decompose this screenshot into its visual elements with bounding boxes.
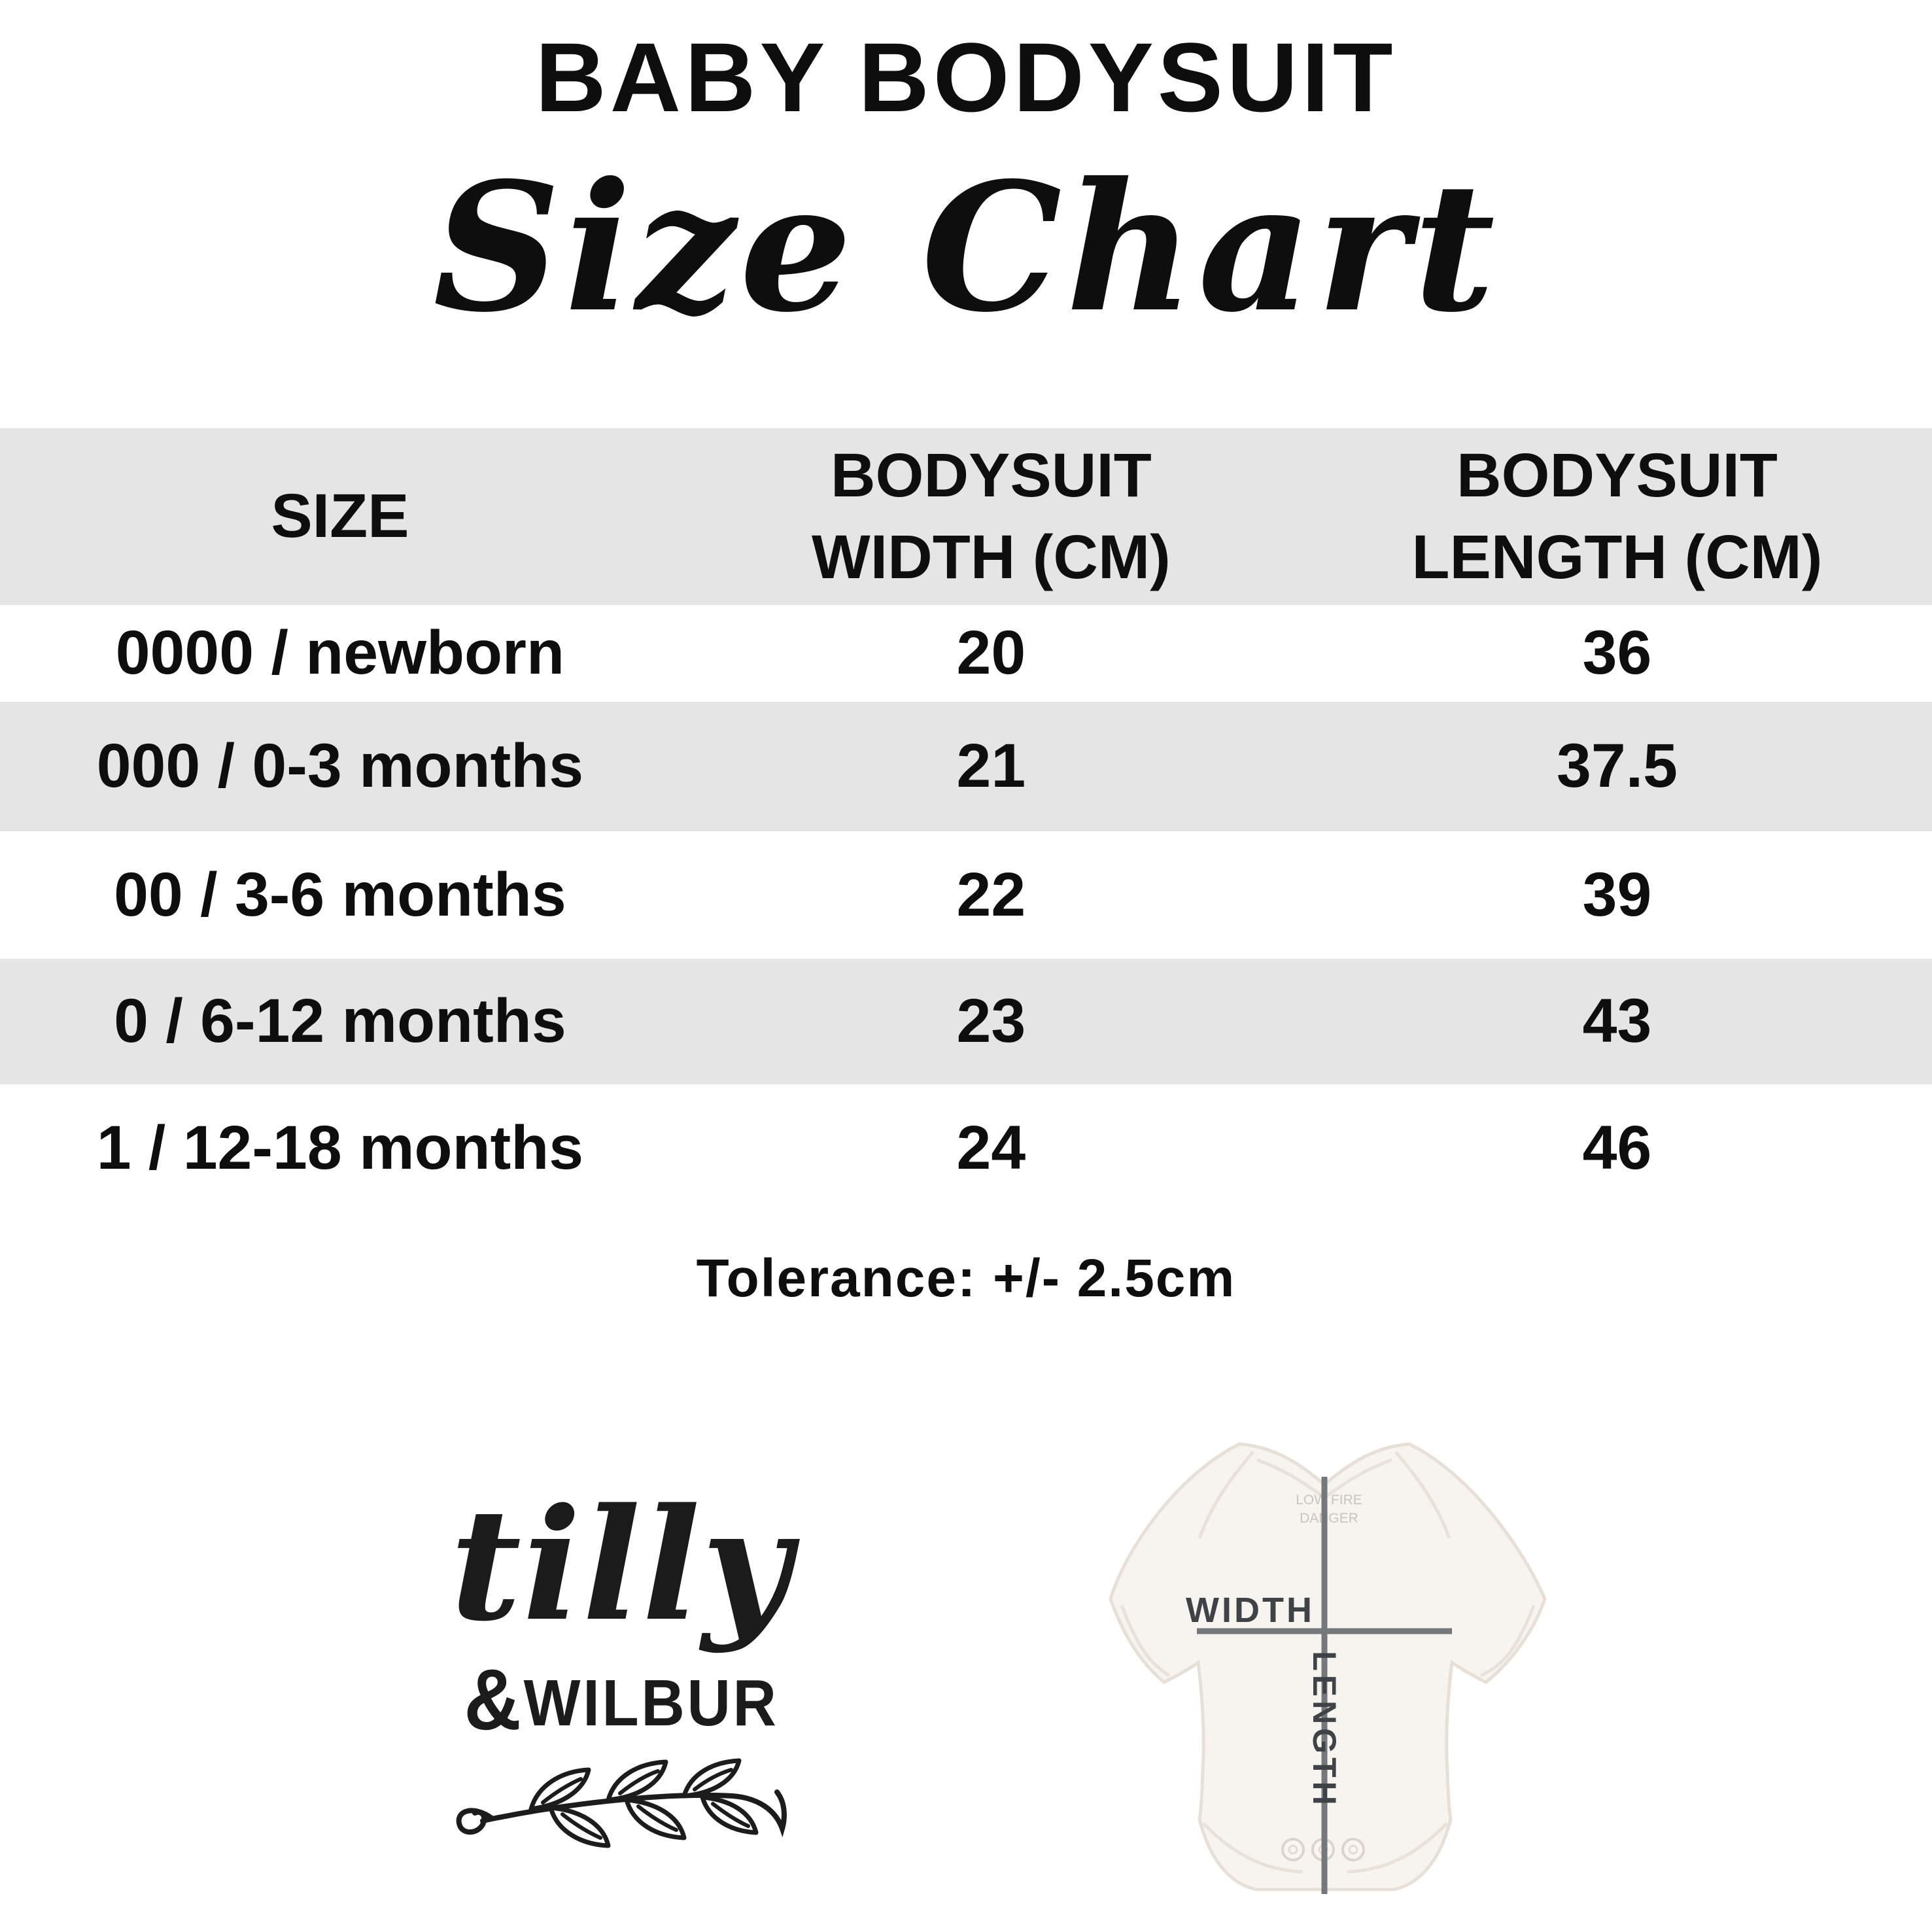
page-subtitle-script: Size Chart bbox=[433, 143, 1499, 351]
bodysuit-outline bbox=[1109, 1442, 1547, 1891]
table-row: 0 / 6-12 months 23 43 bbox=[0, 959, 1932, 1084]
cell-size: 1 / 12-18 months bbox=[96, 1113, 584, 1182]
page-title: BABY BODYSUIT bbox=[535, 22, 1397, 132]
bodysuit-measurement-diagram: LOW FIRE DANGER WIDTH LENGTH bbox=[1086, 1400, 1570, 1916]
column-header-width: BODYSUIT WIDTH (CM) bbox=[812, 440, 1171, 592]
length-label: LENGTH bbox=[1306, 1651, 1343, 1809]
cell-width: 23 bbox=[956, 986, 1026, 1056]
svg-text:DANGER: DANGER bbox=[1300, 1511, 1358, 1526]
cell-length: 37.5 bbox=[1557, 731, 1678, 801]
cell-length: 36 bbox=[1582, 618, 1652, 688]
width-label: WIDTH bbox=[1186, 1591, 1315, 1630]
ampersand: & bbox=[464, 1651, 524, 1748]
cell-length: 43 bbox=[1582, 986, 1652, 1056]
leaf-branch-icon bbox=[456, 1758, 787, 1848]
care-tag: LOW FIRE DANGER bbox=[1296, 1492, 1362, 1526]
cell-width: 20 bbox=[956, 618, 1026, 688]
table-row: 00 / 3-6 months 22 39 bbox=[0, 831, 1932, 959]
tolerance-note: Tolerance: +/- 2.5cm bbox=[696, 1249, 1236, 1308]
cell-length: 39 bbox=[1582, 859, 1652, 929]
brand-logo: tilly &WILBUR bbox=[405, 1485, 837, 1866]
column-header-length: BODYSUIT LENGTH (CM) bbox=[1411, 440, 1823, 592]
table-row: 0000 / newborn 20 36 bbox=[0, 605, 1932, 702]
cell-size: 0000 / newborn bbox=[115, 618, 565, 688]
table-row: 1 / 12-18 months 24 46 bbox=[0, 1084, 1932, 1212]
table-row: 000 / 0-3 months 21 37.5 bbox=[0, 702, 1932, 831]
brand-logo-script-text: tilly bbox=[450, 1475, 793, 1655]
cell-width: 24 bbox=[956, 1113, 1026, 1182]
measurement-lines bbox=[1197, 1477, 1452, 1894]
cell-length: 46 bbox=[1582, 1113, 1652, 1182]
cell-size: 00 / 3-6 months bbox=[114, 859, 566, 929]
size-chart-table: SIZE BODYSUIT WIDTH (CM) BODYSUIT LENGTH… bbox=[0, 428, 1932, 1212]
bodysuit-image: LOW FIRE DANGER WIDTH LENGTH bbox=[1109, 1442, 1547, 1894]
cell-size: 000 / 0-3 months bbox=[96, 731, 584, 801]
svg-text:LOW FIRE: LOW FIRE bbox=[1296, 1492, 1362, 1508]
table-header-row: SIZE BODYSUIT WIDTH (CM) BODYSUIT LENGTH… bbox=[0, 428, 1932, 605]
brand-logo-caps-text: &WILBUR bbox=[464, 1651, 779, 1748]
cell-size: 0 / 6-12 months bbox=[114, 986, 566, 1056]
cell-width: 22 bbox=[956, 859, 1026, 929]
cell-width: 21 bbox=[956, 731, 1026, 801]
column-header-size: SIZE bbox=[271, 481, 409, 551]
